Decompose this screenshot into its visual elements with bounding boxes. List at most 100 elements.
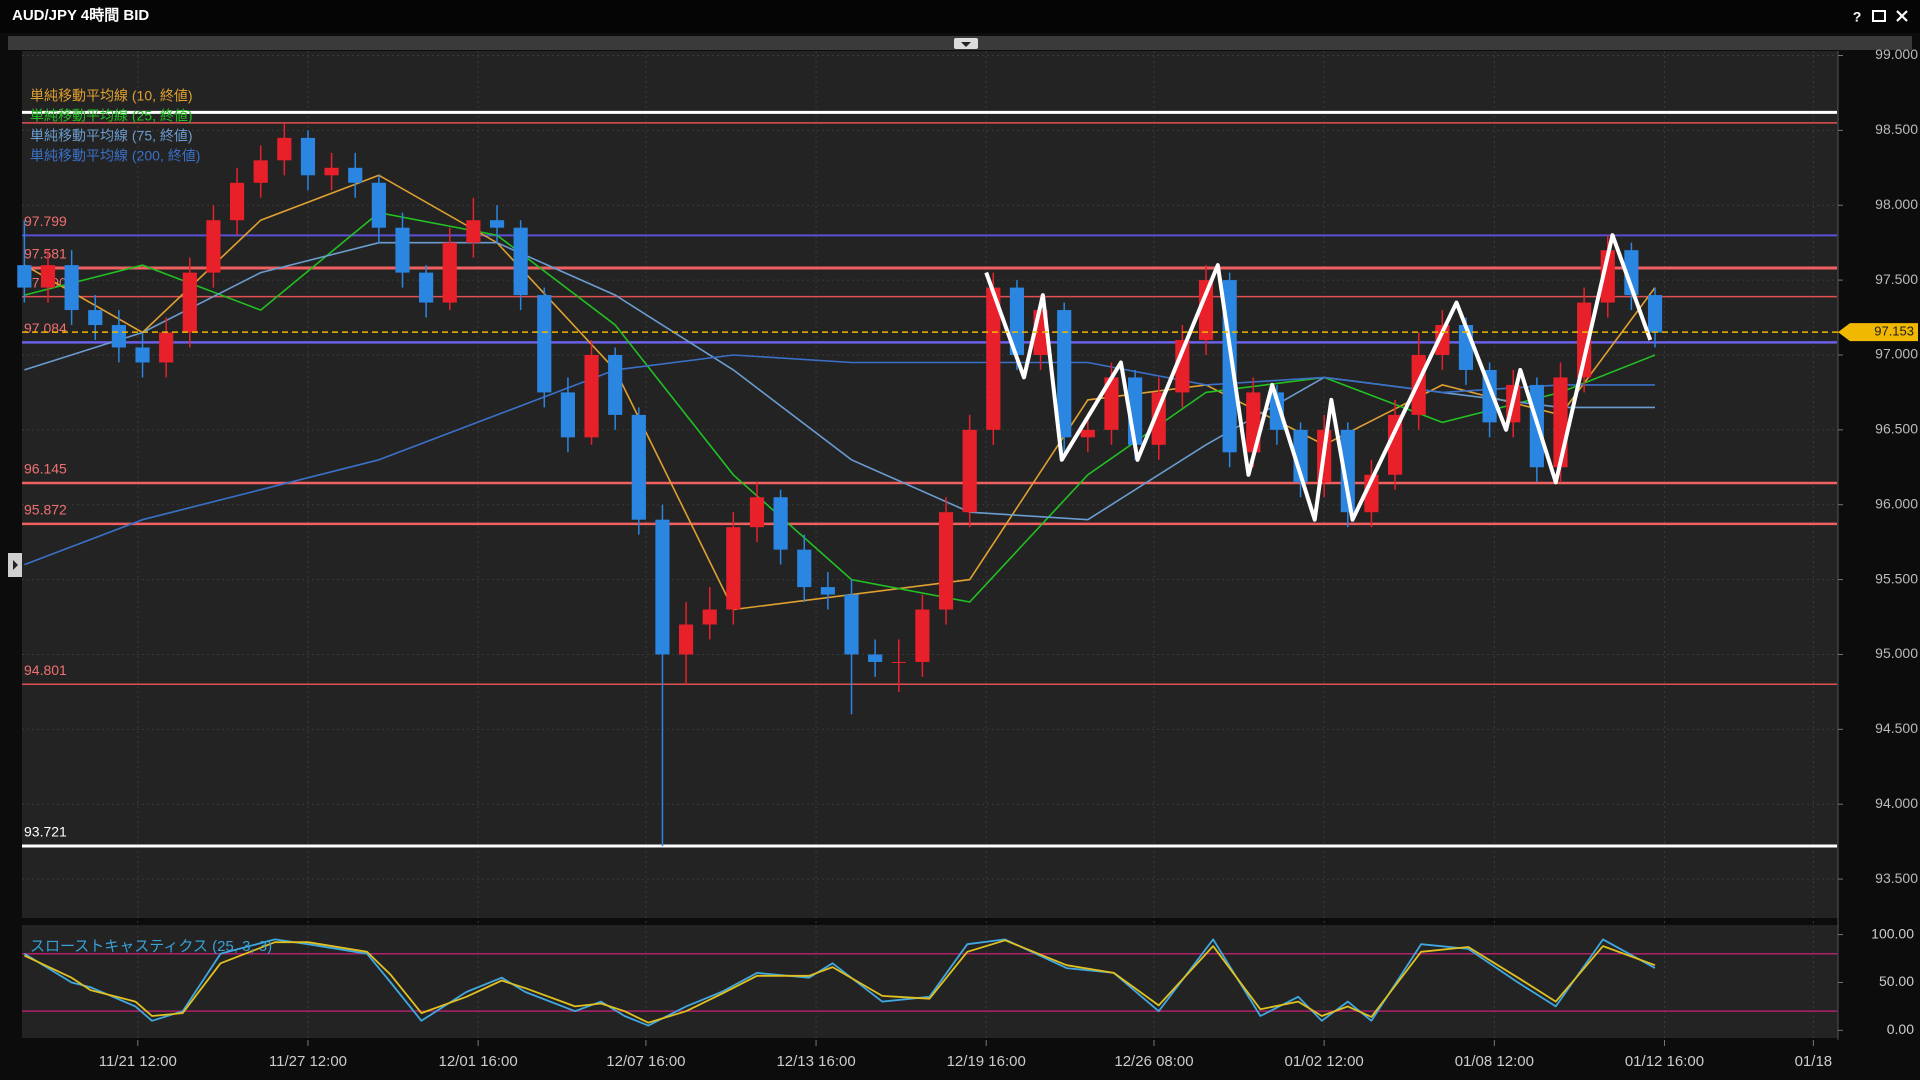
current-price-tag bbox=[1838, 323, 1918, 342]
maximize-button[interactable] bbox=[1872, 10, 1886, 22]
candle-body bbox=[513, 227, 528, 296]
candle-body bbox=[64, 265, 79, 311]
candle-body bbox=[371, 182, 386, 228]
y-tick-label: 96.000 bbox=[1875, 495, 1918, 511]
x-tick-label: 01/08 12:00 bbox=[1455, 1053, 1534, 1070]
stochastic-line bbox=[23, 938, 1656, 1027]
candle-body bbox=[229, 182, 245, 221]
candle-body bbox=[678, 624, 694, 655]
level-label: 95.872 bbox=[24, 502, 67, 518]
price-panel bbox=[22, 51, 1838, 918]
candle-body bbox=[348, 167, 363, 183]
candle-body bbox=[584, 354, 599, 438]
x-tick-label: 12/26 08:00 bbox=[1114, 1053, 1193, 1070]
candle-body bbox=[1624, 250, 1639, 296]
legend-entry: 単純移動平均線 (200, 終値) bbox=[30, 148, 200, 164]
candle-body bbox=[40, 265, 56, 288]
candle-body bbox=[1269, 392, 1284, 430]
candle-body bbox=[1009, 287, 1025, 355]
candle-body bbox=[631, 414, 646, 520]
level-label: 94.801 bbox=[24, 662, 67, 678]
candle-body bbox=[1577, 302, 1592, 378]
y-tick-label: 97.500 bbox=[1875, 271, 1918, 287]
candle-body bbox=[962, 429, 977, 513]
candle-body bbox=[1080, 429, 1095, 438]
candle-body bbox=[820, 587, 835, 595]
candle-body bbox=[868, 654, 883, 662]
y-tick-label: 99.000 bbox=[1875, 46, 1918, 62]
candle-body bbox=[891, 661, 906, 663]
stochastic-panel bbox=[22, 925, 1838, 1038]
candle-body bbox=[797, 549, 812, 588]
indicator-title: スローストキャスティクス (25, 3, 3) bbox=[30, 938, 272, 955]
close-button[interactable] bbox=[1896, 10, 1908, 22]
candle-body bbox=[419, 272, 434, 303]
candle-body bbox=[1151, 392, 1166, 445]
x-tick-label: 12/07 16:00 bbox=[606, 1053, 685, 1070]
candle-body bbox=[608, 354, 623, 415]
candle-body bbox=[537, 295, 552, 393]
candle-body bbox=[17, 265, 32, 288]
x-tick-label: 12/19 16:00 bbox=[947, 1053, 1026, 1070]
candle-body bbox=[1198, 280, 1214, 340]
level-label: 97.799 bbox=[24, 213, 67, 229]
candle-body bbox=[182, 272, 197, 333]
candle-body bbox=[560, 392, 576, 438]
y-tick-label: 0.00 bbox=[1887, 1021, 1914, 1037]
candle-body bbox=[749, 497, 765, 528]
zigzag-line bbox=[984, 233, 1653, 522]
y-tick-label: 95.000 bbox=[1875, 645, 1918, 661]
y-tick-label: 98.000 bbox=[1875, 196, 1918, 212]
window-title: AUD/JPY 4時間 BID bbox=[12, 6, 149, 24]
candle-body bbox=[726, 527, 741, 610]
x-tick-label: 11/27 12:00 bbox=[269, 1053, 347, 1070]
x-tick-label: 01/18 bbox=[1795, 1053, 1833, 1070]
candle-body bbox=[1340, 429, 1355, 513]
level-label: 97.581 bbox=[24, 246, 67, 262]
x-tick-label: 12/13 16:00 bbox=[776, 1053, 855, 1070]
side-handle-arrow bbox=[13, 560, 18, 570]
candle-body bbox=[135, 347, 150, 363]
candle-body bbox=[938, 512, 954, 610]
y-tick-label: 96.500 bbox=[1875, 421, 1918, 437]
y-tick-label: 94.000 bbox=[1875, 795, 1918, 811]
candle-body bbox=[1387, 414, 1403, 475]
help-button[interactable]: ? bbox=[1853, 9, 1862, 25]
candle-body bbox=[277, 137, 292, 161]
candle-body bbox=[773, 497, 788, 550]
candle-body bbox=[206, 220, 221, 273]
x-tick-label: 12/01 16:00 bbox=[438, 1053, 517, 1070]
candle-body bbox=[489, 220, 505, 228]
x-tick-label: 01/12 16:00 bbox=[1625, 1053, 1704, 1070]
moving-average-line bbox=[24, 354, 1655, 566]
level-label: 96.145 bbox=[24, 461, 67, 477]
y-tick-label: 94.500 bbox=[1875, 720, 1918, 736]
y-tick-label: 97.000 bbox=[1875, 346, 1918, 362]
candle-body bbox=[253, 160, 268, 183]
stochastic-line bbox=[24, 939, 1656, 1024]
candle-body bbox=[655, 519, 670, 655]
y-tick-label: 93.500 bbox=[1875, 870, 1918, 886]
current-price-label: 97.153 bbox=[1874, 324, 1914, 339]
candle-body bbox=[159, 332, 174, 363]
candle-body bbox=[111, 325, 126, 348]
candle-body bbox=[324, 167, 339, 176]
candle-body bbox=[466, 220, 481, 243]
level-label: 97.084 bbox=[24, 320, 67, 336]
x-tick-label: 01/02 12:00 bbox=[1285, 1053, 1364, 1070]
candle-body bbox=[300, 137, 316, 176]
candle-body bbox=[1175, 340, 1190, 393]
collapse-arrow bbox=[961, 42, 971, 47]
x-tick-label: 11/21 12:00 bbox=[99, 1053, 177, 1070]
legend-entry: 単純移動平均線 (75, 終値) bbox=[30, 128, 193, 144]
candle-body bbox=[395, 227, 410, 273]
y-tick-label: 100.00 bbox=[1871, 925, 1914, 941]
title-bar bbox=[0, 0, 1920, 33]
candle-body bbox=[1104, 377, 1119, 430]
legend-entry: 単純移動平均線 (25, 終値) bbox=[30, 108, 193, 124]
candle-body bbox=[702, 609, 717, 625]
candle-body bbox=[442, 242, 457, 303]
candle-body bbox=[1647, 295, 1663, 333]
